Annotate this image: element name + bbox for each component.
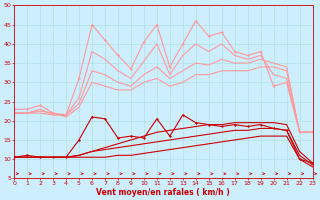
X-axis label: Vent moyen/en rafales ( km/h ): Vent moyen/en rafales ( km/h ) xyxy=(96,188,230,197)
